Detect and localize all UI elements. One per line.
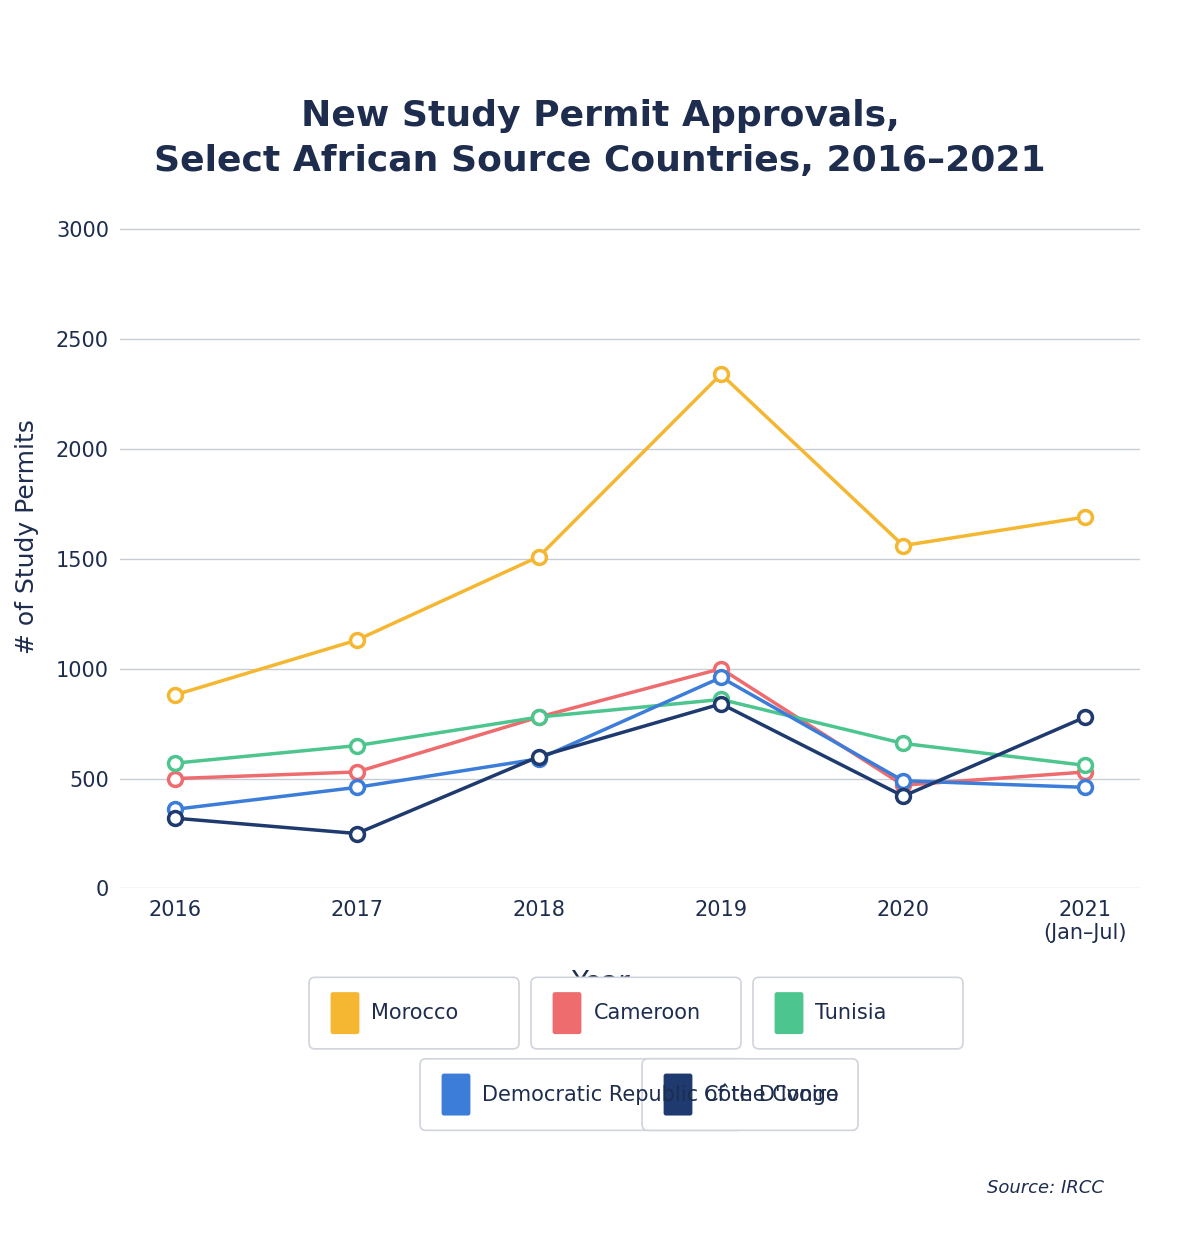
Y-axis label: # of Study Permits: # of Study Permits — [16, 420, 40, 654]
Text: Cameroon: Cameroon — [593, 1003, 701, 1023]
Text: Morocco: Morocco — [372, 1003, 458, 1023]
Text: Source: IRCC: Source: IRCC — [986, 1178, 1104, 1197]
Text: Year: Year — [570, 969, 630, 997]
Text: New Study Permit Approvals,
Select African Source Countries, 2016–2021: New Study Permit Approvals, Select Afric… — [154, 99, 1046, 178]
Text: Côte D'Ivoire: Côte D'Ivoire — [704, 1085, 839, 1104]
Text: Democratic Republic of the Congo: Democratic Republic of the Congo — [482, 1085, 839, 1104]
Text: Tunisia: Tunisia — [816, 1003, 887, 1023]
